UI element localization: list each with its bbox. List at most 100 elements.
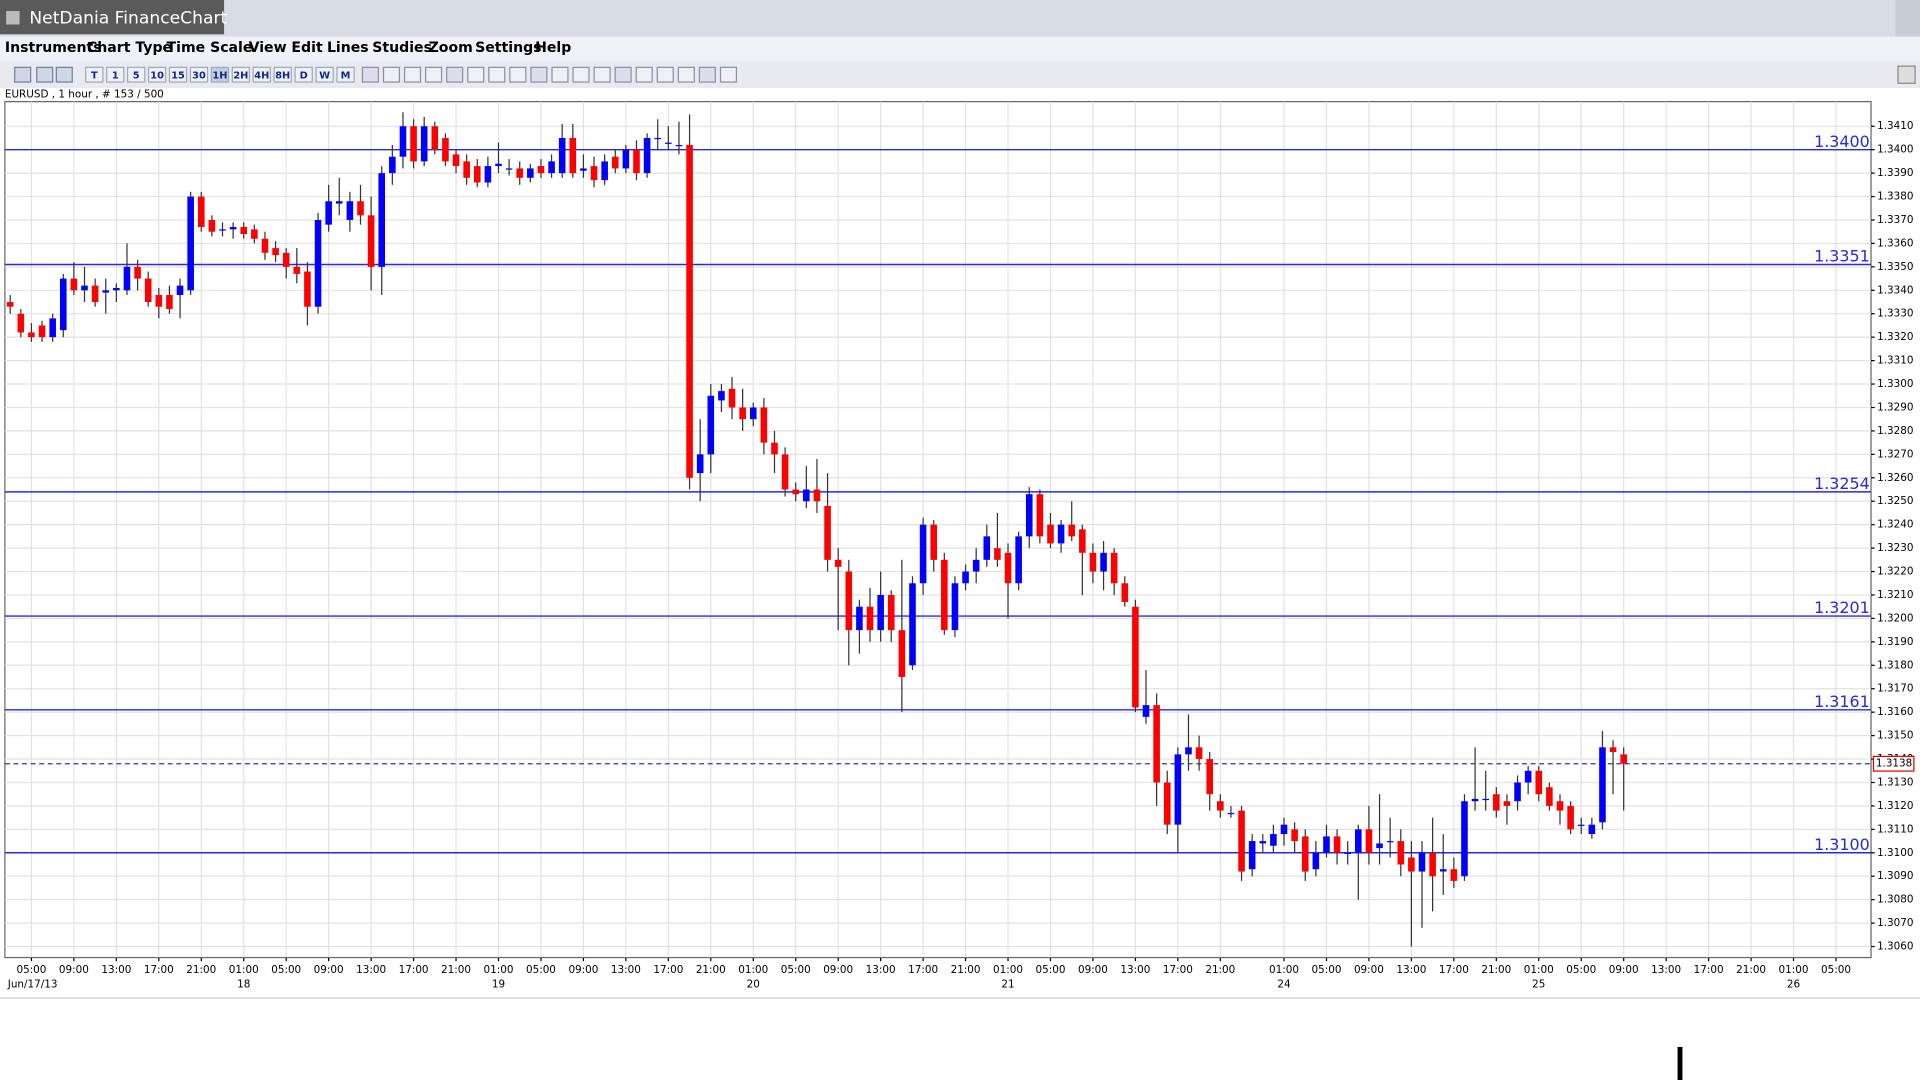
timescale-label: 4H <box>254 70 269 81</box>
candle-body <box>1323 836 1330 853</box>
menu-item[interactable]: Lines <box>327 40 369 56</box>
x-tick-label: 17:00 <box>908 964 938 976</box>
candle-body <box>325 201 332 225</box>
timescale-button[interactable] <box>231 66 251 83</box>
toolbar-icon[interactable] <box>572 66 590 83</box>
candle-body <box>1089 552 1097 572</box>
candle-body <box>813 489 821 502</box>
candle-body <box>208 219 216 232</box>
menu-item[interactable]: Chart Type <box>87 40 172 56</box>
candle-body <box>1588 824 1596 835</box>
x-tick-label: 17:00 <box>653 964 683 976</box>
candle-body <box>102 290 110 293</box>
candle-body <box>580 168 587 171</box>
menu-item[interactable]: View <box>249 40 287 56</box>
candle-body <box>176 285 184 295</box>
menu-item[interactable]: Settings <box>475 40 541 56</box>
candle-body <box>792 489 800 495</box>
x-tick-label: 01:00 <box>1779 964 1809 976</box>
toolbar-icon[interactable] <box>382 66 401 83</box>
panel-button[interactable] <box>1897 65 1916 84</box>
timescale-button[interactable] <box>106 66 125 83</box>
toolbar-icon[interactable] <box>677 66 695 83</box>
timescale-button[interactable] <box>147 66 167 83</box>
toolbar-icon[interactable] <box>467 66 485 83</box>
candle-body <box>1524 770 1532 783</box>
candle-body <box>866 606 874 631</box>
toolbar-icon[interactable] <box>614 66 632 83</box>
timescale-button[interactable] <box>189 66 209 83</box>
candle-body <box>81 285 88 291</box>
toolbar-icon[interactable] <box>403 66 422 83</box>
x-tick-label: 13:00 <box>101 964 131 976</box>
candle-body <box>1376 843 1383 849</box>
toolbar-icon[interactable] <box>635 66 653 83</box>
candle-body <box>824 505 831 560</box>
timescale-button[interactable] <box>315 66 334 83</box>
y-tick-label: 1.3200 <box>1877 612 1913 624</box>
y-tick-label: 1.3400 <box>1877 144 1913 156</box>
toolbar-icon[interactable] <box>551 66 569 83</box>
toolbar-icon[interactable] <box>36 66 54 83</box>
candle-body <box>845 571 853 631</box>
candle-body <box>1259 841 1267 844</box>
candle-body <box>516 168 524 178</box>
toolbar-icon[interactable] <box>425 66 443 83</box>
y-tick-label: 1.3100 <box>1877 847 1913 859</box>
timescale-button[interactable] <box>168 66 188 83</box>
menu-item[interactable]: Time Scale <box>167 40 253 56</box>
toolbar-icon[interactable] <box>55 66 73 83</box>
toolbar-icon[interactable] <box>488 66 506 83</box>
timescale-button[interactable] <box>210 66 230 83</box>
toolbar-icon[interactable] <box>656 66 674 83</box>
level-label: 1.3254 <box>1814 474 1870 493</box>
toolbar-icon[interactable] <box>593 66 611 83</box>
candle-body <box>304 271 311 307</box>
menu-item[interactable]: Edit <box>291 40 323 56</box>
y-tick-label: 1.3260 <box>1877 472 1913 484</box>
timescale-label: D <box>300 70 308 81</box>
menu-item[interactable]: Zoom <box>429 40 473 56</box>
toolbar-icon[interactable] <box>698 66 716 83</box>
candle-body <box>951 583 959 631</box>
y-tick-label: 1.3410 <box>1877 120 1913 132</box>
candle-body <box>1514 782 1521 802</box>
timescale-label: M <box>341 70 351 81</box>
toolbar-icon[interactable] <box>719 66 738 83</box>
toolbar-icon[interactable] <box>14 66 32 83</box>
menu-item[interactable]: Studies <box>372 40 432 56</box>
candle-body <box>251 229 258 239</box>
x-tick-label: 21:00 <box>1205 964 1235 976</box>
timescale-button[interactable] <box>294 66 313 83</box>
x-tick-label: 21:00 <box>1481 964 1511 976</box>
candle-body <box>187 196 194 291</box>
candle-body <box>1153 705 1160 783</box>
candle-body <box>718 391 725 401</box>
candle-body <box>1142 705 1150 717</box>
timescale-button[interactable] <box>252 66 271 83</box>
y-tick-label: 1.3220 <box>1877 566 1913 578</box>
candle-body <box>675 144 683 147</box>
candle-body <box>144 278 152 303</box>
timescale-button[interactable] <box>273 66 292 83</box>
x-tick-label: 01:00 <box>1524 964 1554 976</box>
timescale-button[interactable] <box>336 66 355 83</box>
x-tick-label: 13:00 <box>1651 964 1681 976</box>
toolbar-icon[interactable] <box>509 66 527 83</box>
candle-body <box>665 142 672 144</box>
candle-body <box>38 325 46 338</box>
toolbar-icon[interactable] <box>446 66 464 83</box>
x-tick-label: 05:00 <box>1566 964 1596 976</box>
menu-item[interactable]: Instruments <box>5 40 102 56</box>
y-tick-label: 1.3380 <box>1877 191 1913 203</box>
toolbar-icon[interactable] <box>361 66 379 83</box>
x-tick-label: 17:00 <box>144 964 174 976</box>
candle-body <box>1121 583 1129 603</box>
timescale-button[interactable] <box>126 66 146 83</box>
candle-body <box>1567 805 1574 830</box>
toolbar-icon[interactable] <box>530 66 548 83</box>
candle-body <box>1493 794 1500 811</box>
candle-body <box>1599 747 1606 823</box>
menu-item[interactable]: Help <box>535 40 571 56</box>
timescale-button[interactable] <box>85 66 104 83</box>
